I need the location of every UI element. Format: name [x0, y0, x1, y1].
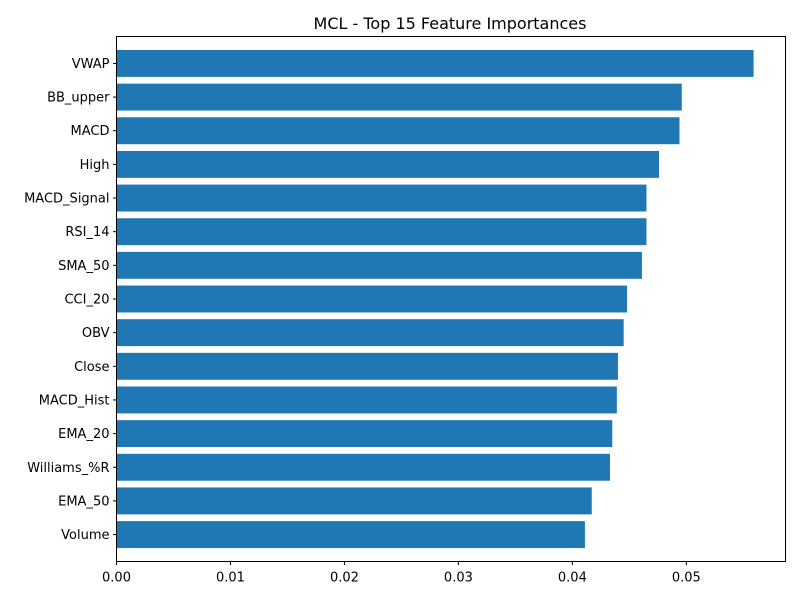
x-tick-label: 0.03 — [444, 571, 473, 586]
y-tick-label: MACD — [71, 124, 110, 139]
bar-volume — [116, 521, 585, 549]
y-tick-label: Williams_%R — [27, 461, 109, 476]
y-tick-label: High — [80, 158, 110, 173]
y-tick-label: EMA_50 — [58, 494, 109, 509]
y-tick-label: RSI_14 — [65, 225, 109, 240]
plot-frame — [116, 36, 786, 562]
bar-macd-hist — [116, 386, 617, 414]
x-axis: 0.00 0.01 0.02 0.03 0.04 0.05 — [102, 561, 701, 586]
bar-rsi-14 — [116, 218, 647, 246]
y-tick-label: OBV — [82, 326, 110, 341]
y-tick-label: MACD_Signal — [24, 192, 109, 207]
y-tick-label: Close — [74, 360, 109, 375]
y-tick-label: SMA_50 — [58, 259, 109, 274]
bar-ema-50 — [116, 487, 592, 515]
bar-obv — [116, 319, 624, 347]
bar-close — [116, 352, 618, 380]
bars-layer — [116, 49, 754, 549]
x-tick-label: 0.00 — [102, 571, 131, 586]
x-tick-label: 0.05 — [672, 571, 701, 586]
bar-macd — [116, 117, 680, 145]
bar-vwap — [116, 49, 754, 77]
y-tick-label: CCI_20 — [64, 293, 109, 308]
y-tick-label: Volume — [61, 528, 109, 543]
y-tick-label: VWAP — [72, 57, 110, 72]
bar-sma-50 — [116, 251, 642, 279]
y-tick-label: MACD_Hist — [39, 393, 110, 408]
bar-williams-r — [116, 453, 610, 481]
x-tick-label: 0.02 — [330, 571, 359, 586]
y-axis: VWAP BB_upper MACD High MACD_Signal RSI_14 SMA… — [24, 57, 117, 543]
bar-macd-signal — [116, 184, 647, 212]
bar-high — [116, 150, 659, 178]
y-tick-label: BB_upper — [47, 91, 110, 106]
bar-cci-20 — [116, 285, 628, 313]
y-tick-label: EMA_20 — [58, 427, 109, 442]
chart-title: MCL - Top 15 Feature Importances — [314, 14, 587, 33]
bar-bb-upper — [116, 83, 682, 111]
x-tick-label: 0.04 — [558, 571, 587, 586]
x-tick-label: 0.01 — [216, 571, 245, 586]
bar-ema-20 — [116, 420, 613, 448]
